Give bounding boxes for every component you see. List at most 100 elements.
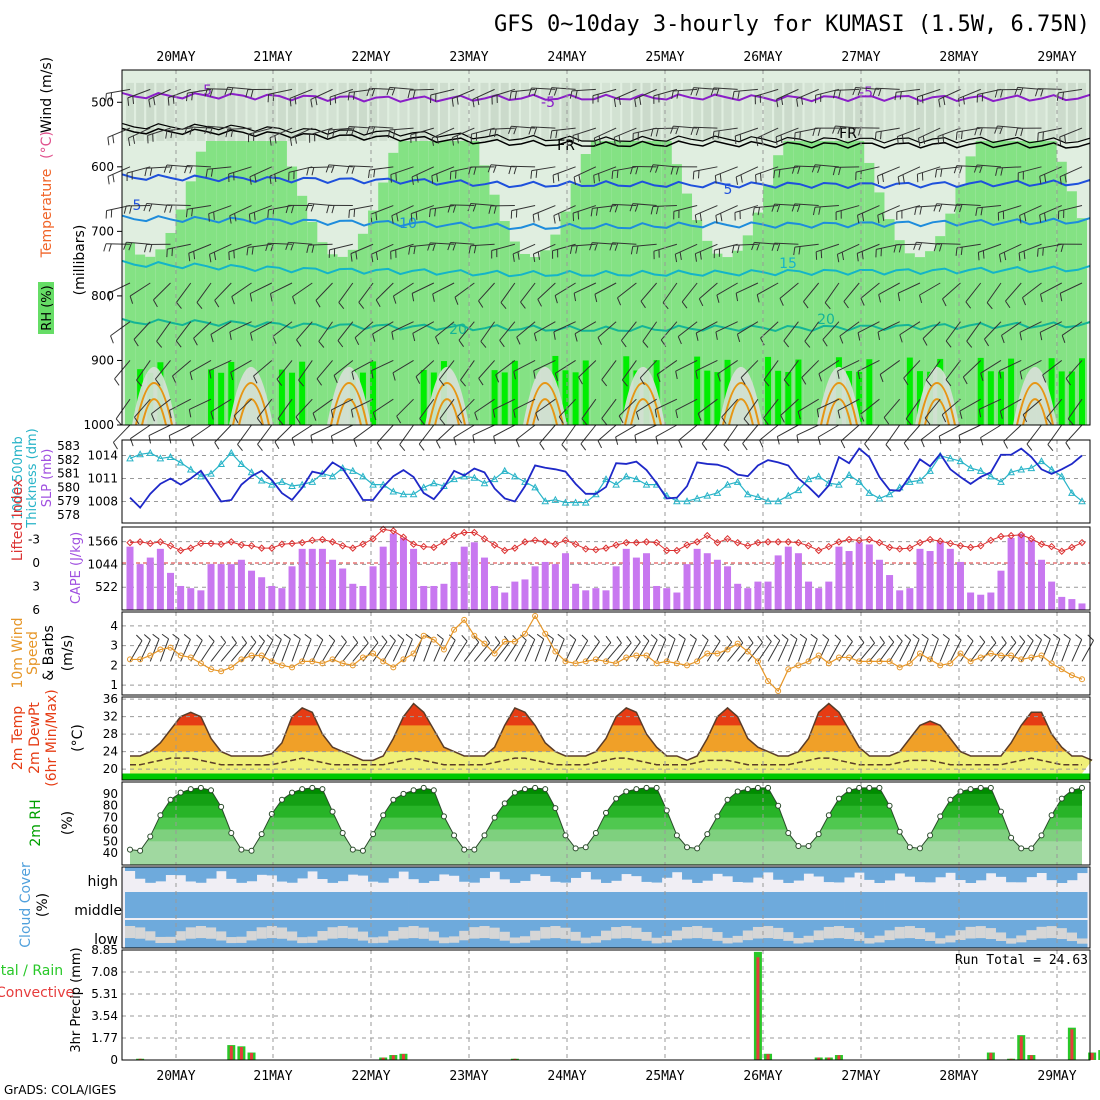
rh-point — [906, 844, 913, 851]
wind-barb — [331, 205, 335, 214]
cape-bar — [1027, 540, 1035, 610]
wind-barb — [938, 424, 961, 437]
cloud-low-gap — [833, 926, 845, 939]
wind-barb — [942, 134, 945, 143]
thickness-point — [166, 452, 175, 461]
wind-barb — [369, 126, 394, 129]
wind-barb — [618, 96, 621, 105]
cloud-high-bar — [671, 867, 683, 873]
rh-moist-column — [955, 186, 966, 425]
rh-point — [815, 831, 822, 838]
surface-wind-barb — [352, 635, 359, 643]
wind-barb — [113, 424, 131, 443]
lifted-index-point — [318, 535, 327, 544]
wind-barb — [296, 321, 313, 341]
cloud-low-gap — [337, 926, 349, 939]
wind-barb — [411, 282, 435, 294]
wind-barb — [289, 88, 313, 99]
rh-upper-band — [328, 82, 337, 141]
wind-barb — [552, 175, 555, 184]
cloud-middle-bar — [712, 892, 723, 918]
cloud-high-bar — [509, 867, 521, 883]
rh-point — [997, 808, 1004, 815]
wind-speed-point — [359, 654, 366, 661]
surface-wind-barb — [717, 641, 733, 662]
rh-upper-band — [936, 82, 945, 141]
thickness-tick-label: 583 — [57, 439, 80, 453]
wind-barb — [366, 88, 370, 97]
wind-barb — [531, 126, 556, 129]
surface-wind-barb — [453, 640, 468, 662]
rh-point — [390, 796, 397, 803]
rh-upper-band — [247, 82, 256, 141]
lifted-index-point — [1017, 531, 1025, 539]
wind-barb — [973, 164, 978, 173]
rh-saturated-column — [987, 371, 994, 425]
cloud-middle-bar — [854, 892, 865, 918]
wind-barb — [933, 203, 938, 212]
wind-barb — [295, 416, 301, 424]
surface-wind-barb — [200, 641, 215, 662]
wind-barb — [267, 209, 269, 218]
thickness-point — [602, 475, 610, 483]
lifted-index-point — [328, 538, 337, 546]
wind-speed-point — [268, 658, 275, 665]
wind-speed-point — [613, 660, 620, 667]
surface-wind-barb — [554, 638, 565, 662]
cape-bar — [430, 585, 438, 610]
cape-bar — [389, 533, 397, 610]
lifted-index-point — [298, 538, 306, 547]
cloud-high-bar — [297, 867, 308, 879]
cape-bar — [896, 590, 904, 610]
surface-wind-barb — [514, 640, 527, 662]
wind-barb — [371, 243, 394, 255]
rh-moist-column — [398, 141, 409, 425]
temp-tick-label: 28 — [103, 727, 118, 741]
wind-barb — [439, 398, 455, 419]
wind-barb — [458, 321, 475, 341]
wind-tick-label: 2 — [110, 658, 118, 672]
wind-barb — [980, 437, 984, 446]
wind-barb — [569, 90, 573, 99]
rh-upper-band — [905, 82, 914, 141]
wind-barb — [248, 214, 251, 223]
rh-moist-column — [1077, 218, 1087, 425]
rh-point — [461, 846, 468, 853]
cloud-low-gap — [287, 931, 298, 941]
isotherm-25 — [722, 382, 760, 426]
wind-barb — [478, 378, 484, 386]
surface-wind-barb — [899, 639, 912, 662]
wind-barb — [1000, 89, 1004, 98]
lifted-index-point — [946, 539, 955, 548]
top-date-label: 26MAY — [743, 50, 782, 65]
wind-barb — [474, 398, 495, 414]
slp-axis-label: SLP (mb) — [40, 449, 55, 508]
wind-speed-point — [947, 660, 954, 667]
wind-barb — [456, 135, 459, 144]
rh-upper-band — [531, 82, 540, 141]
wind-barb — [998, 205, 1022, 214]
surface-wind-barb — [626, 635, 632, 644]
lifted-index-point — [541, 538, 549, 546]
surface-wind-barb — [757, 641, 772, 662]
wind-barb — [454, 282, 475, 298]
wind-barb — [533, 333, 537, 342]
cape-bar — [886, 575, 894, 610]
wind-barb — [208, 205, 232, 215]
surface-wind-barb — [372, 635, 379, 643]
lifted-index-point — [916, 538, 924, 547]
wind-barb — [984, 338, 990, 347]
wind-barb — [456, 96, 459, 105]
wind-speed-point — [511, 638, 518, 645]
rh-upper-band — [146, 82, 155, 141]
rh-moist-column — [287, 166, 298, 426]
wind-barb — [149, 244, 153, 253]
cloud-low-gap — [297, 937, 308, 944]
cloud-high-bar — [823, 867, 835, 883]
surface-wind-barb — [635, 640, 650, 662]
wind-barb — [636, 398, 657, 413]
wind-barb — [351, 126, 355, 135]
wind-barb — [148, 424, 171, 437]
cloud-high-bar — [195, 867, 207, 883]
rh-saturated-column — [572, 372, 579, 425]
